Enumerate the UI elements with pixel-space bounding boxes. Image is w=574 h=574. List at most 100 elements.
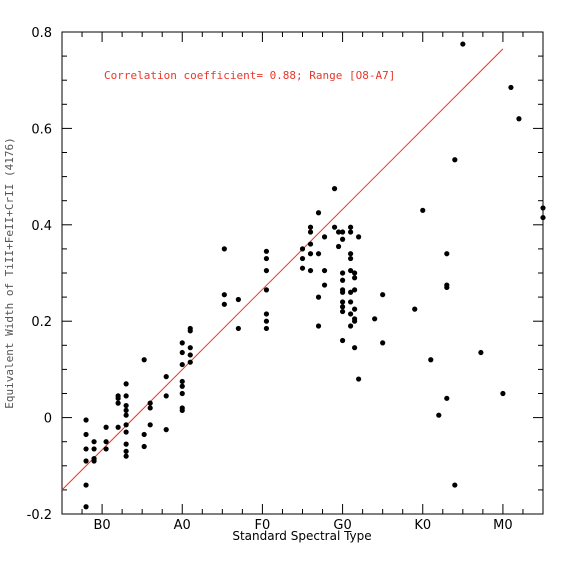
data-point xyxy=(123,393,129,399)
data-point xyxy=(307,224,314,230)
data-point xyxy=(315,294,322,300)
data-point xyxy=(321,234,328,240)
data-point xyxy=(221,292,227,298)
data-point xyxy=(444,282,450,288)
data-point xyxy=(348,255,354,262)
data-point xyxy=(221,246,227,252)
data-point xyxy=(141,357,147,363)
data-point xyxy=(356,376,362,382)
data-point xyxy=(372,316,378,322)
data-point xyxy=(321,282,328,288)
data-point xyxy=(348,224,354,230)
data-point xyxy=(348,323,354,329)
data-point xyxy=(91,446,97,452)
data-point xyxy=(263,267,270,274)
data-point xyxy=(263,287,270,293)
data-point xyxy=(540,214,546,221)
plot-frame xyxy=(61,31,544,515)
data-point xyxy=(263,248,270,254)
data-point xyxy=(187,359,193,365)
y-tick-label: -0.2 xyxy=(27,508,52,523)
axis-ticks xyxy=(61,31,544,515)
y-axis-title: Equivalent Width of TiII+FeII+CrII (4176… xyxy=(3,137,16,409)
data-point xyxy=(444,251,450,257)
data-point xyxy=(141,431,147,438)
data-point xyxy=(315,251,322,257)
data-point xyxy=(348,299,354,305)
x-tick-label: A0 xyxy=(174,518,191,533)
data-point xyxy=(315,323,322,329)
data-point xyxy=(478,349,484,356)
data-point xyxy=(103,446,109,452)
data-point xyxy=(263,325,270,332)
data-point xyxy=(339,270,346,276)
data-point xyxy=(352,270,358,276)
data-point xyxy=(339,337,346,344)
data-point xyxy=(356,234,362,240)
data-point xyxy=(335,243,342,250)
data-point xyxy=(307,267,314,274)
data-point xyxy=(163,427,169,433)
data-point xyxy=(83,458,89,464)
data-point xyxy=(348,267,354,274)
data-point xyxy=(263,318,270,324)
y-tick-label: 0.4 xyxy=(31,219,52,234)
data-point xyxy=(540,205,546,211)
x-tick-label: F0 xyxy=(255,518,271,533)
data-point xyxy=(123,441,129,447)
data-point xyxy=(331,224,338,230)
data-point xyxy=(163,393,169,399)
data-point xyxy=(428,357,434,363)
data-point xyxy=(91,455,97,462)
data-point xyxy=(321,267,328,274)
data-point xyxy=(331,186,338,192)
data-point xyxy=(500,390,506,397)
data-point xyxy=(339,308,346,315)
data-point xyxy=(163,374,169,380)
x-tick-label: G0 xyxy=(333,518,351,533)
data-point xyxy=(348,251,354,257)
data-point xyxy=(307,229,314,235)
data-point xyxy=(299,255,306,262)
data-point xyxy=(187,345,193,351)
data-point xyxy=(335,229,342,235)
data-point xyxy=(339,277,346,283)
data-point xyxy=(299,265,306,271)
data-point xyxy=(91,439,97,445)
data-point xyxy=(452,482,458,488)
data-point xyxy=(179,405,185,411)
data-point xyxy=(123,402,129,409)
data-point xyxy=(147,422,153,428)
data-point xyxy=(123,422,129,428)
data-point xyxy=(147,400,153,406)
data-point xyxy=(315,210,322,216)
data-point xyxy=(339,299,346,305)
x-axis-title: Standard Spectral Type xyxy=(232,529,371,543)
data-point xyxy=(307,241,314,247)
data-point xyxy=(339,304,346,310)
data-point xyxy=(348,229,354,235)
data-point xyxy=(352,345,358,351)
data-point xyxy=(348,311,354,317)
data-point xyxy=(263,255,270,262)
y-tick-label: 0.2 xyxy=(31,315,52,330)
data-points xyxy=(83,41,546,510)
data-point xyxy=(83,482,89,488)
data-point xyxy=(123,429,129,435)
data-point xyxy=(179,340,185,346)
data-point xyxy=(179,383,185,389)
data-point xyxy=(307,251,314,257)
data-point xyxy=(179,349,185,356)
data-point xyxy=(147,405,153,411)
data-point xyxy=(508,84,514,91)
data-point xyxy=(352,287,358,293)
data-point xyxy=(436,412,442,418)
data-point xyxy=(187,325,193,332)
data-point xyxy=(339,229,346,235)
data-point xyxy=(352,316,358,322)
data-point xyxy=(235,325,241,332)
correlation-annotation: Correlation coefficient= 0.88; Range [O8… xyxy=(104,69,395,82)
data-point xyxy=(179,378,185,385)
data-point xyxy=(103,424,109,430)
